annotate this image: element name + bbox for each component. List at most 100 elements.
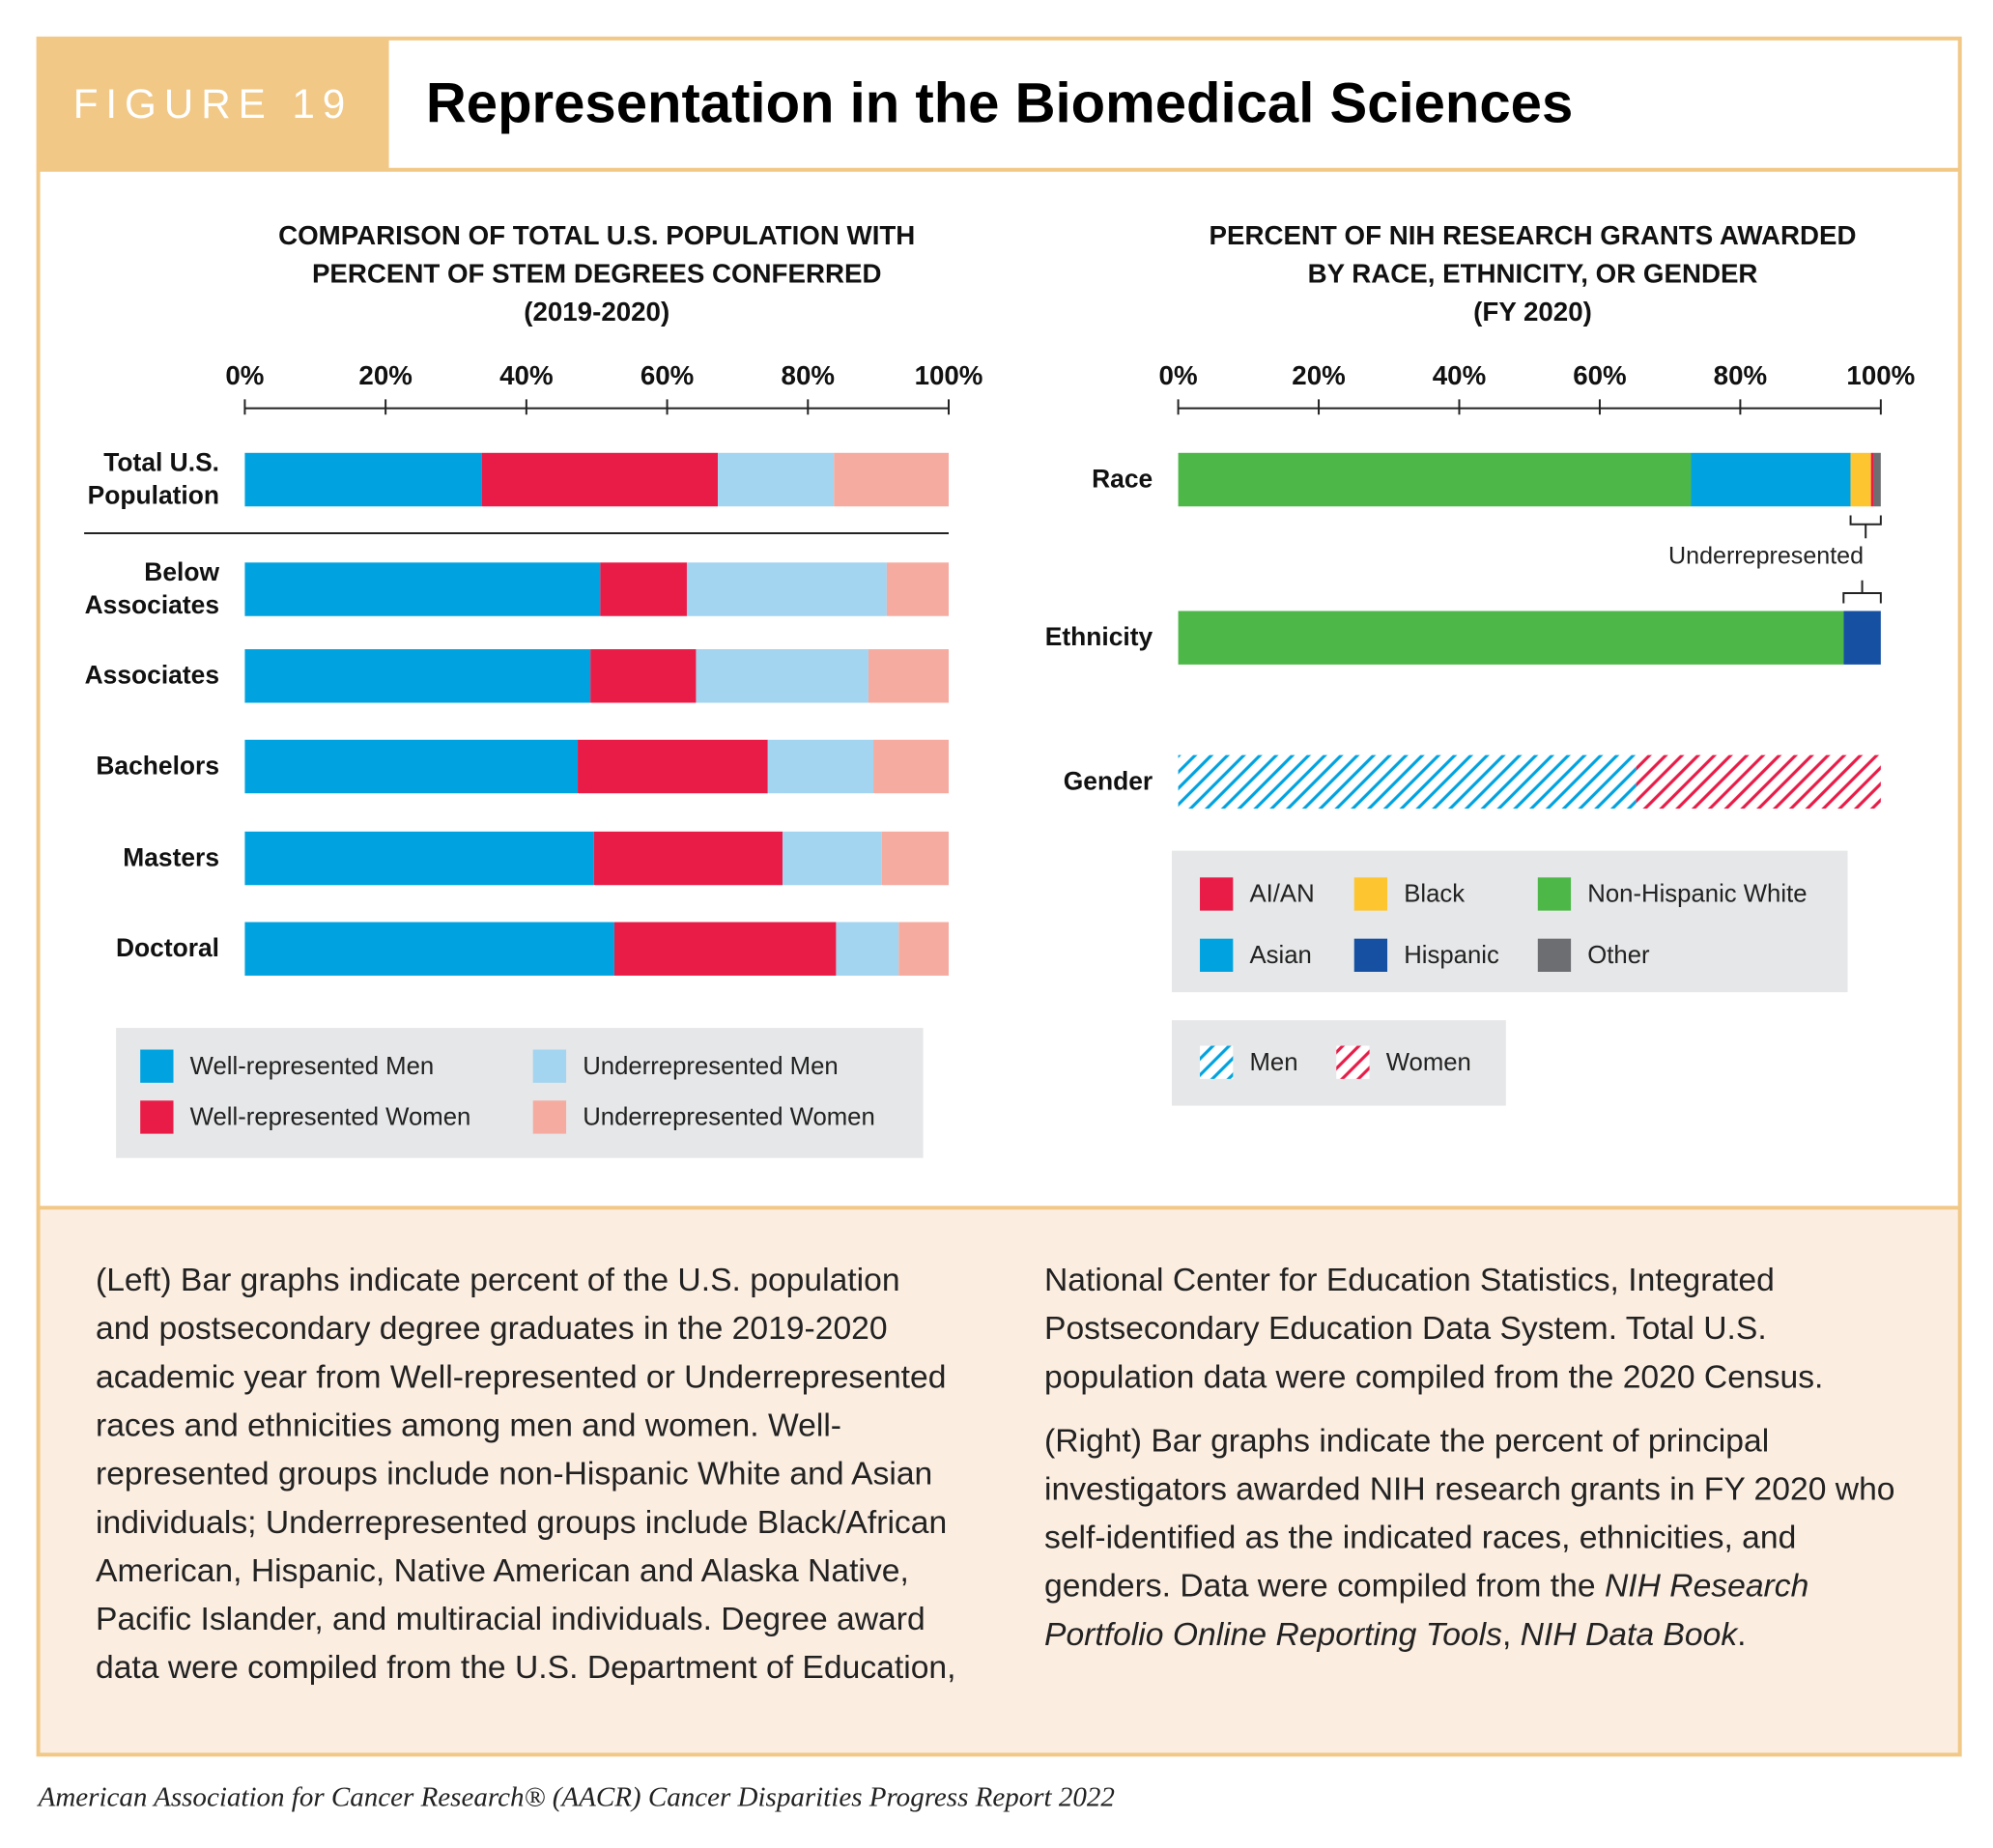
legend-label: Men [1249, 1049, 1297, 1076]
legend-label: Other [1587, 942, 1650, 969]
legend-swatch [140, 1100, 174, 1134]
caption-paragraph: (Left) Bar graphs indicate percent of th… [95, 1262, 1824, 1687]
bar-segment [834, 452, 950, 507]
legend-swatch [140, 1049, 174, 1083]
legend-swatch [1353, 877, 1388, 911]
bar-segment [578, 739, 768, 794]
bar-segment [244, 452, 482, 507]
frame [36, 36, 1962, 1757]
bar-segment [593, 831, 783, 886]
bar-segment [1178, 452, 1692, 507]
bar-segment [767, 739, 874, 794]
category-label-box: Race [1092, 465, 1153, 495]
bar-segment [1178, 754, 1637, 810]
category-label-box: Below Associates [84, 558, 220, 620]
figure-label: FIGURE 19 [73, 81, 353, 127]
bar-segment [696, 649, 868, 703]
bar-segment [783, 831, 882, 886]
bar-segment [244, 562, 601, 616]
x-tick-label: 20% [358, 360, 412, 390]
annotation-bracket [1842, 580, 1882, 604]
bar-segment [244, 649, 591, 703]
chart-title: (FY 2020) [1473, 297, 1592, 327]
legend-box [116, 1028, 924, 1158]
legend-label: Underrepresented Men [583, 1053, 838, 1080]
bar-segment [1850, 452, 1871, 507]
footer: American Association for Cancer Research… [37, 1781, 1115, 1812]
category-label-box: Bachelors [96, 752, 220, 782]
legend-label: AI/AN [1249, 881, 1314, 908]
bar-segment [244, 922, 614, 976]
category-label: Race [1092, 465, 1153, 495]
chart-title: COMPARISON OF TOTAL U.S. POPULATION WITH [278, 220, 915, 250]
category-label: Gender [1063, 767, 1153, 796]
category-label-box: Masters [123, 844, 220, 873]
x-tick-label: 100% [915, 360, 983, 390]
bar-segment [613, 922, 837, 976]
legend-label: Asian [1249, 942, 1311, 969]
bar-segment [881, 831, 950, 886]
bar-segment [1843, 611, 1881, 665]
bar-segment [686, 562, 887, 616]
category-label-box: Associates [85, 662, 219, 690]
category-label: Bachelors [96, 752, 220, 782]
legend-label: Hispanic [1404, 942, 1499, 969]
caption-background [38, 1208, 1960, 1755]
category-label: Masters [123, 844, 220, 873]
legend-swatch [532, 1100, 567, 1134]
legend-swatch [1200, 1045, 1234, 1079]
x-tick-label: 60% [641, 360, 694, 390]
caption-text-run: . [1737, 1616, 1747, 1653]
bar-segment [1178, 611, 1844, 665]
caption-source: NIH Data Book [1520, 1616, 1738, 1653]
caption-text-run: , [1501, 1616, 1521, 1653]
x-tick-label: 100% [1846, 360, 1915, 390]
x-tick-label: 0% [225, 360, 264, 390]
legend-swatch [1200, 877, 1234, 911]
bar-segment [481, 452, 719, 507]
legend-label: Well-represented Men [190, 1053, 435, 1080]
legend-swatch [1537, 877, 1572, 911]
bar-segment [244, 739, 579, 794]
legend-label: Black [1404, 881, 1465, 908]
chart-title: PERCENT OF STEM DEGREES CONFERRED [312, 259, 882, 289]
x-tick-label: 80% [782, 360, 835, 390]
bar-segment [836, 922, 899, 976]
category-label: Below Associates [84, 558, 220, 620]
caption-source: NIH Research Portfolio Online Reporting … [1043, 1568, 1809, 1653]
x-tick-label: 40% [499, 360, 553, 390]
chart-title: BY RACE, ETHNICITY, OR GENDER [1308, 259, 1758, 289]
bar-segment [1636, 754, 1881, 810]
chart-title: PERCENT OF NIH RESEARCH GRANTS AWARDED [1209, 220, 1856, 250]
figure-title: Representation in the Biomedical Science… [426, 71, 1573, 134]
category-label: Ethnicity [1044, 623, 1153, 652]
category-label: Total U.S. Population [87, 448, 220, 511]
x-tick-label: 60% [1573, 360, 1626, 390]
bar-segment [873, 739, 950, 794]
caption: (Left) Bar graphs indicate percent of th… [96, 1256, 1906, 1692]
caption-text: (Left) Bar graphs indicate percent of th… [96, 1256, 1906, 1692]
bar-segment [1870, 452, 1874, 507]
category-label-box: Gender [1063, 767, 1153, 796]
category-label-box: Ethnicity [1044, 623, 1153, 652]
bar-segment [590, 649, 697, 703]
legend-swatch [1336, 1045, 1370, 1079]
bar-segment [1873, 452, 1881, 507]
bar-segment [898, 922, 950, 976]
category-label: Doctoral [115, 934, 220, 963]
x-tick-label: 80% [1714, 360, 1767, 390]
legend-label: Women [1386, 1049, 1471, 1076]
bar-segment [600, 562, 687, 616]
bar-segment [1691, 452, 1851, 507]
legend-swatch [1353, 938, 1388, 972]
caption-text-run: (Right) Bar graphs indicate the percent … [1043, 1423, 1895, 1605]
bar-segment [244, 831, 594, 886]
bar-segment [868, 649, 950, 703]
x-tick-label: 40% [1433, 360, 1486, 390]
legend-label: Underrepresented Women [583, 1104, 875, 1131]
legend-box [1171, 850, 1848, 993]
legend-swatch [532, 1049, 567, 1083]
annotation-bracket [1849, 515, 1882, 539]
